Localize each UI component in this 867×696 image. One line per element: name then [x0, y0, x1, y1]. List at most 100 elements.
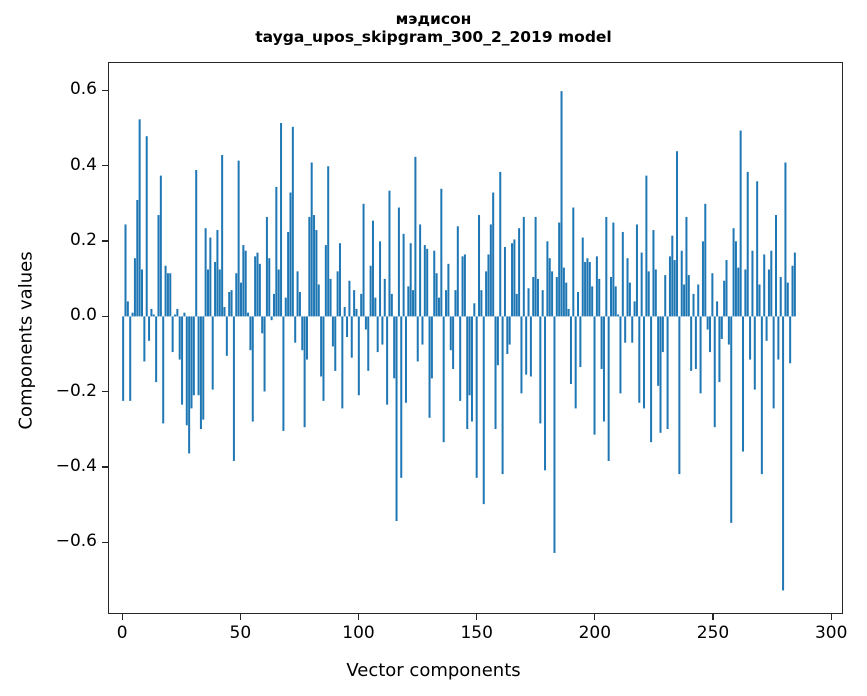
bar	[536, 278, 539, 317]
bar	[482, 316, 485, 505]
bar	[185, 316, 188, 426]
bar	[699, 316, 702, 394]
bar	[197, 316, 200, 396]
bar	[718, 316, 721, 383]
bar	[694, 316, 697, 369]
bar	[232, 316, 235, 461]
bar	[487, 254, 490, 317]
bar	[723, 280, 726, 317]
bar	[494, 316, 497, 430]
bar	[122, 316, 125, 401]
bar	[553, 316, 556, 553]
bar	[784, 162, 787, 317]
bar	[791, 265, 794, 317]
bar	[506, 316, 509, 354]
bar	[612, 222, 615, 317]
bar	[473, 303, 476, 317]
bar	[756, 181, 759, 317]
bar	[586, 258, 589, 317]
bar	[574, 316, 577, 409]
bar	[671, 235, 674, 317]
bar	[456, 226, 459, 317]
bar	[664, 275, 667, 317]
bar	[645, 175, 648, 317]
bar	[527, 288, 530, 317]
bar	[706, 316, 709, 330]
bar	[291, 126, 294, 317]
bar	[673, 260, 676, 317]
bar	[284, 297, 287, 317]
bar	[548, 258, 551, 317]
bar	[520, 316, 523, 394]
bar	[329, 278, 332, 317]
bar	[440, 188, 443, 317]
bar	[617, 314, 620, 317]
bar	[360, 293, 363, 317]
bar	[414, 156, 417, 317]
bar	[239, 282, 242, 317]
bar	[133, 258, 136, 317]
bar	[270, 316, 273, 321]
bar	[572, 207, 575, 317]
bar	[324, 245, 327, 317]
bar	[687, 275, 690, 317]
bar	[525, 316, 528, 375]
bar	[317, 284, 320, 317]
bar	[214, 261, 217, 317]
bar	[341, 316, 344, 409]
bar	[376, 316, 379, 353]
bar	[775, 215, 778, 317]
bar	[343, 307, 346, 317]
chart-title: мэдисон tayga_upos_skipgram_300_2_2019 m…	[0, 10, 867, 47]
bar	[320, 316, 323, 377]
bar	[143, 316, 146, 362]
bar	[336, 271, 339, 317]
bar	[437, 297, 440, 317]
bar	[565, 282, 568, 317]
bar	[560, 91, 563, 317]
bar	[145, 136, 148, 317]
chart-title-line-1: мэдисон	[395, 10, 472, 28]
bar	[322, 316, 325, 401]
bar	[621, 231, 624, 317]
bar	[350, 316, 353, 358]
bar-series-canvas	[122, 91, 796, 591]
bar	[162, 316, 165, 424]
bar	[713, 316, 716, 428]
bar	[397, 207, 400, 317]
chart-title-line-2: tayga_upos_skipgram_300_2_2019 model	[255, 28, 612, 47]
bar	[770, 250, 773, 317]
bar	[499, 171, 502, 317]
bar	[409, 243, 412, 317]
bar	[183, 312, 186, 317]
x-tick-label: 150	[460, 623, 493, 643]
bar	[188, 316, 191, 454]
bar	[228, 292, 231, 317]
bar	[772, 316, 775, 409]
bar	[199, 316, 202, 430]
bar	[508, 316, 511, 345]
bar	[364, 316, 367, 330]
bar	[697, 284, 700, 317]
bar	[501, 316, 504, 475]
bar	[126, 301, 129, 317]
bar	[598, 278, 601, 317]
bar	[619, 316, 622, 394]
bar	[466, 316, 469, 430]
bar	[433, 250, 436, 317]
bar	[777, 316, 780, 360]
y-tick-label: 0.4	[69, 154, 97, 175]
bar	[412, 290, 415, 317]
y-tick-label: −0.2	[55, 380, 97, 401]
bar	[282, 316, 285, 431]
bar	[265, 216, 268, 317]
bar	[631, 316, 634, 343]
bar	[369, 265, 372, 317]
bar	[164, 265, 167, 317]
bar	[381, 316, 384, 345]
bar	[602, 316, 605, 422]
bar	[334, 316, 337, 371]
bar	[280, 123, 283, 317]
bar	[249, 316, 252, 351]
